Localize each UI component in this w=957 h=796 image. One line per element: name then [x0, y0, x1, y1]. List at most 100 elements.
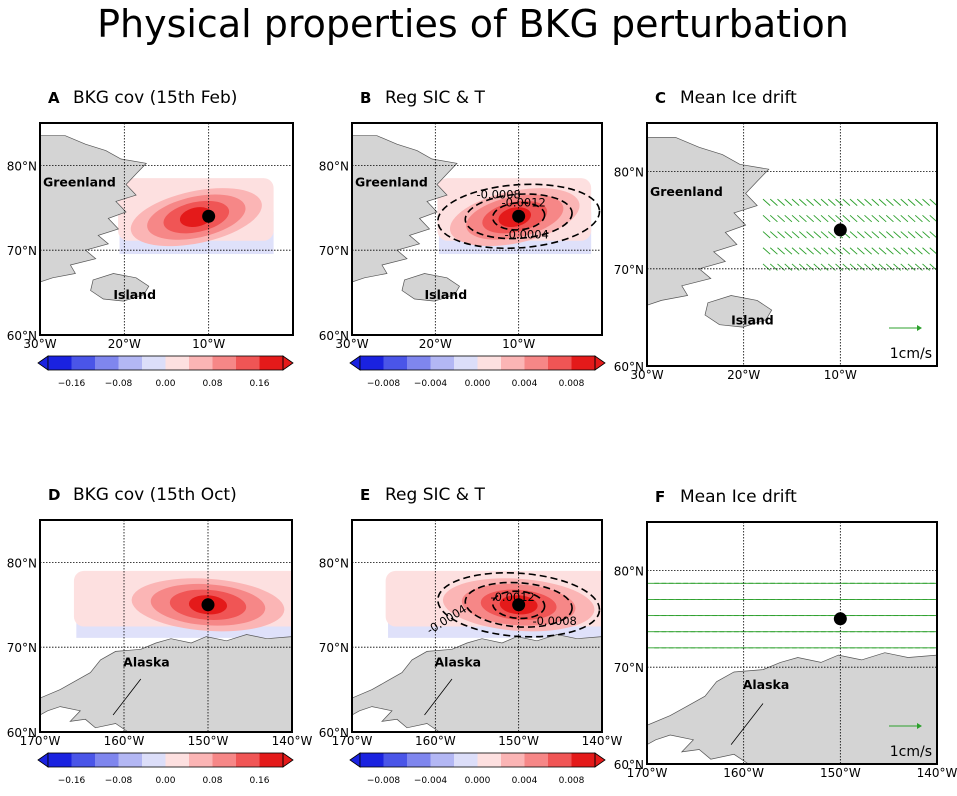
drift-arrow: [929, 198, 937, 206]
panel-letter: A: [48, 89, 60, 107]
scale-arrow-head: [917, 723, 922, 729]
drift-arrow: [835, 215, 844, 223]
drift-arrow: [813, 215, 822, 223]
colorbar: −0.008 −0.004 0.000 0.004 0.008: [349, 355, 606, 389]
colorbar: −0.16 −0.08 0.00 0.08 0.16: [37, 355, 294, 389]
drift-arrow: [791, 247, 800, 255]
colorbar-segment: [142, 753, 166, 767]
colorbar-segment: [548, 356, 572, 370]
colorbar-segment: [48, 753, 72, 767]
pointer-line: [730, 703, 764, 745]
scale-label: 1cm/s: [890, 346, 932, 362]
location-dot: [512, 209, 526, 223]
drift-arrow: [806, 215, 815, 223]
drift-arrow: [878, 215, 887, 223]
drift-arrow: [914, 215, 923, 223]
panel-title: Reg SIC & T: [385, 88, 485, 108]
location-dot: [202, 209, 216, 223]
x-tick-label: 10°W: [824, 368, 857, 382]
drift-arrow: [893, 215, 902, 223]
colorbar-segment: [454, 356, 478, 370]
drift-arrow: [922, 247, 931, 255]
contour-line: [491, 201, 546, 231]
land-polygon: [352, 634, 602, 732]
x-tick-label: 10°W: [502, 337, 535, 351]
pointer-line: [112, 678, 142, 716]
y-tick-label: 60°N: [614, 360, 644, 374]
contour-label: -0.0008: [476, 187, 520, 201]
contour-line: [464, 581, 573, 628]
contour-label: -0.0012: [501, 195, 545, 209]
colorbar-segment: [501, 753, 525, 767]
colorbar-segment: [165, 356, 190, 370]
drift-arrow: [936, 199, 937, 200]
drift-arrow: [769, 198, 778, 206]
drift-arrow: [900, 198, 909, 206]
plot-area: -0.0012-0.0008-0.0004: [352, 520, 602, 732]
drift-arrow: [936, 231, 937, 233]
panel-title: Reg SIC & T: [385, 485, 485, 505]
land-polygon: [40, 634, 292, 732]
contour-label: -0.0008: [532, 614, 576, 628]
drift-arrow: [907, 263, 916, 271]
drift-arrow: [871, 198, 880, 206]
drift-arrow: [893, 263, 902, 271]
drift-arrow: [878, 247, 887, 255]
colorbar-segment: [48, 356, 72, 370]
land-polygon: [647, 652, 937, 764]
colorbar-extend-high: [594, 355, 606, 371]
drift-arrow: [777, 215, 786, 223]
drift-arrow: [929, 231, 937, 239]
drift-arrow: [856, 198, 865, 206]
drift-arrow: [784, 247, 793, 255]
colorbar-tick-label: 0.000: [465, 379, 491, 389]
colorbar-segment: [477, 753, 502, 767]
drift-arrow: [813, 263, 822, 271]
drift-arrow: [900, 263, 909, 271]
drift-arrow: [878, 231, 887, 239]
drift-arrow: [864, 231, 873, 239]
plot-frame: [39, 122, 294, 336]
colorbar-segment: [259, 356, 284, 370]
panel-D: D BKG cov (15th Oct) Alaska 170°W 160°W 150°W…: [7, 485, 313, 786]
plot-frame: [351, 519, 603, 733]
drift-arrow: [769, 247, 778, 255]
plot-area: [40, 520, 292, 732]
drift-arrow: [820, 215, 829, 223]
colorbar-segment: [165, 753, 190, 767]
colorbar-frame: [359, 355, 596, 371]
colorbar-tick-label: 0.08: [202, 379, 222, 389]
land-label: Greenland: [355, 175, 428, 190]
y-tick-label: 60°N: [7, 329, 37, 343]
drift-arrow: [856, 231, 865, 239]
drift-arrow: [856, 247, 865, 255]
colorbar-extend-high: [282, 752, 294, 768]
drift-arrow: [936, 247, 937, 249]
plot-frame: [351, 122, 603, 336]
drift-arrow: [885, 231, 894, 239]
location-dot: [201, 598, 215, 612]
colorbar-tick-label: 0.008: [559, 776, 585, 786]
colorbar-segment: [142, 356, 166, 370]
quiver-field: [647, 582, 937, 649]
colorbar-tick-label: 0.00: [155, 776, 175, 786]
drift-arrow: [885, 263, 894, 271]
drift-arrow: [762, 231, 771, 239]
panel-title: Mean Ice drift: [680, 88, 797, 108]
panel-title: Mean Ice drift: [680, 487, 797, 507]
colorbar-segment: [407, 753, 431, 767]
drift-arrow: [929, 263, 937, 271]
panel-title: BKG cov (15th Oct): [73, 485, 237, 505]
plot-area: [40, 123, 293, 335]
colorbar-extend-high: [282, 355, 294, 371]
colorbar-extend-low: [37, 752, 49, 768]
x-tick-label: 20°W: [108, 337, 141, 351]
x-tick-label: 30°W: [335, 337, 368, 351]
x-tick-label: 150°W: [188, 734, 229, 748]
colorbar-frame: [47, 355, 284, 371]
colorbar-tick-label: 0.008: [559, 379, 585, 389]
drift-arrow: [914, 231, 923, 239]
land-polygon: [90, 273, 150, 302]
drift-arrow: [929, 215, 937, 223]
